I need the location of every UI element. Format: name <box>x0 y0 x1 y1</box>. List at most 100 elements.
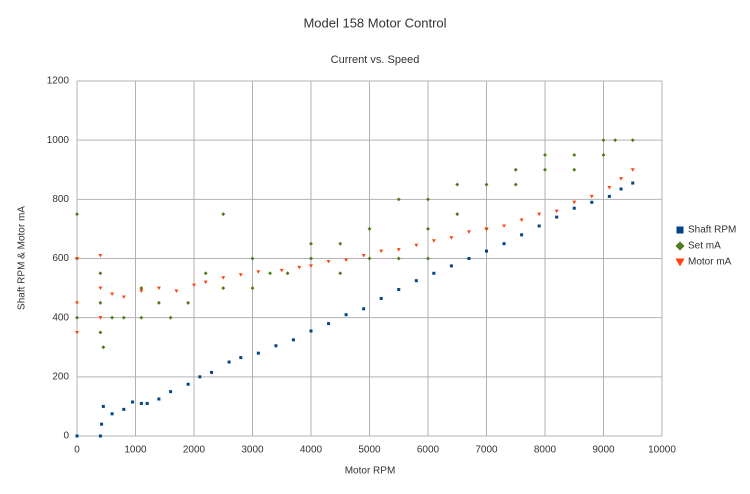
chart-title: Model 158 Motor Control <box>303 15 446 30</box>
point <box>367 256 372 261</box>
point <box>192 283 196 288</box>
point <box>98 286 103 291</box>
point <box>156 300 161 305</box>
point <box>186 300 191 305</box>
point <box>379 296 383 300</box>
point <box>601 138 606 143</box>
x-tick-label: 9000 <box>592 445 615 456</box>
point <box>338 241 343 246</box>
point <box>139 286 144 291</box>
point <box>455 212 460 217</box>
point <box>100 422 104 426</box>
point <box>98 434 102 438</box>
legend-label: Shaft RPM <box>688 225 736 236</box>
point <box>362 307 366 311</box>
point <box>227 360 231 364</box>
y-tick-label: 200 <box>52 371 69 382</box>
point <box>513 182 518 187</box>
point <box>139 401 143 405</box>
point <box>239 356 243 360</box>
point <box>379 249 384 254</box>
point <box>139 315 144 320</box>
legend-marker <box>675 241 685 251</box>
legend-marker <box>675 258 685 267</box>
point <box>537 224 541 228</box>
point <box>203 280 208 285</box>
point <box>572 200 577 205</box>
point <box>279 268 284 273</box>
y-tick-label: 400 <box>52 312 69 323</box>
point <box>221 276 226 280</box>
point <box>221 212 226 217</box>
point <box>169 390 173 394</box>
point <box>121 295 126 299</box>
point <box>101 404 105 408</box>
point <box>543 153 547 157</box>
point <box>607 186 612 190</box>
point <box>537 212 542 217</box>
point <box>110 412 114 416</box>
x-tick-label: 1000 <box>124 445 147 456</box>
point <box>619 187 623 191</box>
point <box>519 218 524 222</box>
point <box>414 279 418 283</box>
point <box>396 248 401 252</box>
point <box>367 226 372 231</box>
chart-subtitle: Current vs. Speed <box>331 54 420 66</box>
point <box>630 168 635 172</box>
point <box>98 316 103 320</box>
point <box>543 167 547 172</box>
point <box>174 289 179 293</box>
point <box>186 382 190 386</box>
point <box>309 241 313 246</box>
point <box>554 209 559 214</box>
point <box>326 259 331 264</box>
point <box>327 322 331 326</box>
point <box>467 257 471 260</box>
point <box>484 182 489 187</box>
point <box>449 264 453 268</box>
point <box>426 197 430 202</box>
point <box>631 181 635 185</box>
point <box>198 375 202 379</box>
point <box>75 330 79 335</box>
x-tick-label: 6000 <box>417 445 440 456</box>
point <box>131 400 135 404</box>
point <box>449 236 454 240</box>
x-tick-label: 0 <box>74 445 80 456</box>
legend-label: Set mA <box>688 241 721 252</box>
point <box>274 344 278 348</box>
point <box>145 401 149 405</box>
point <box>590 200 594 204</box>
legend-marker <box>676 226 684 234</box>
point <box>601 153 606 157</box>
point <box>309 256 313 261</box>
point <box>572 167 577 172</box>
point <box>344 258 349 262</box>
point <box>309 329 313 333</box>
point <box>467 230 471 234</box>
point <box>502 242 506 246</box>
point <box>414 243 419 248</box>
point <box>203 271 208 276</box>
x-tick-label: 2000 <box>183 445 206 456</box>
point <box>268 271 272 276</box>
point <box>455 182 460 187</box>
point <box>98 271 103 276</box>
x-tick-label: 4000 <box>300 445 323 456</box>
y-tick-label: 600 <box>52 253 69 264</box>
point <box>397 288 401 292</box>
y-tick-label: 800 <box>52 194 69 205</box>
y-tick-label: 0 <box>63 431 69 442</box>
x-tick-label: 8000 <box>534 445 557 456</box>
point <box>256 270 261 274</box>
point <box>619 177 623 181</box>
point <box>250 286 255 291</box>
y-tick-label: 1000 <box>47 135 70 146</box>
point <box>613 138 618 143</box>
point <box>75 434 79 438</box>
point <box>572 153 577 157</box>
x-tick-label: 10000 <box>648 445 676 456</box>
x-tick-label: 3000 <box>241 445 264 456</box>
